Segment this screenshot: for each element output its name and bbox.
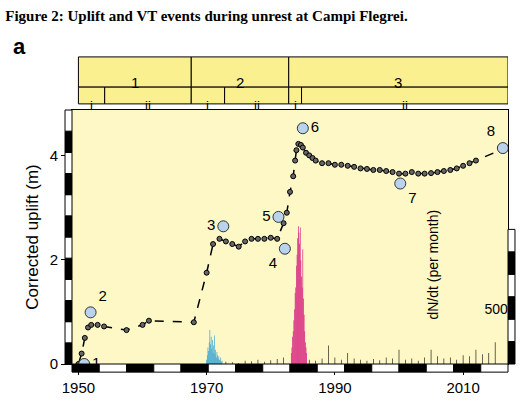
svg-text:4: 4 — [50, 147, 58, 164]
svg-text:dN/dt (per month): dN/dt (per month) — [425, 210, 441, 320]
svg-text:0: 0 — [50, 355, 58, 372]
svg-text:4: 4 — [269, 254, 277, 271]
svg-text:ii: ii — [145, 98, 151, 113]
svg-text:1970: 1970 — [190, 379, 223, 396]
svg-text:Figure 2: Uplift and VT events: Figure 2: Uplift and VT events during un… — [5, 8, 408, 24]
svg-text:i: i — [90, 98, 93, 113]
svg-text:3: 3 — [207, 216, 215, 233]
svg-text:5: 5 — [262, 207, 270, 224]
svg-text:Corrected uplift (m): Corrected uplift (m) — [23, 164, 42, 309]
svg-text:1950: 1950 — [62, 379, 95, 396]
svg-text:1990: 1990 — [318, 379, 351, 396]
svg-text:i: i — [294, 98, 297, 113]
svg-text:i: i — [206, 98, 209, 113]
svg-text:2010: 2010 — [446, 379, 479, 396]
svg-text:a: a — [13, 34, 26, 59]
svg-text:2: 2 — [98, 287, 106, 304]
svg-text:ii: ii — [402, 98, 408, 113]
svg-text:ii: ii — [254, 98, 260, 113]
svg-text:500: 500 — [484, 301, 508, 317]
svg-text:2: 2 — [50, 251, 58, 268]
svg-text:7: 7 — [408, 189, 416, 206]
svg-text:8: 8 — [487, 122, 495, 139]
svg-text:6: 6 — [311, 118, 319, 135]
svg-text:1: 1 — [131, 74, 139, 91]
svg-text:3: 3 — [394, 74, 402, 91]
svg-text:1: 1 — [92, 354, 100, 371]
svg-text:2: 2 — [236, 74, 244, 91]
